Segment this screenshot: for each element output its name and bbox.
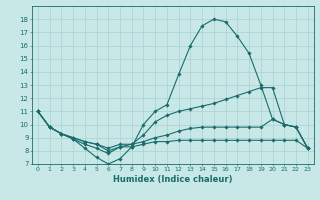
X-axis label: Humidex (Indice chaleur): Humidex (Indice chaleur) xyxy=(113,175,233,184)
